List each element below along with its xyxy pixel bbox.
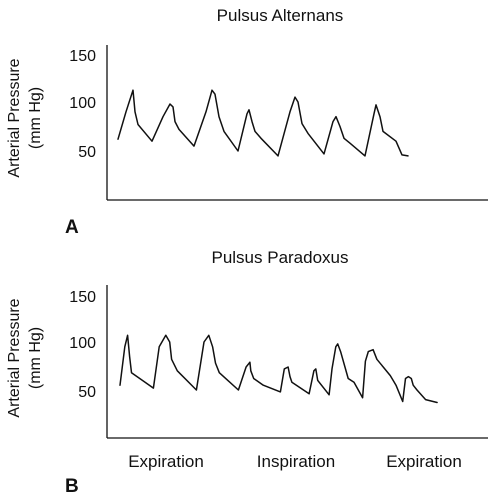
panel-b-ylabel-unit: (mm Hg) [27, 327, 44, 389]
panel-b-letter: B [65, 476, 79, 497]
panel-b-title: Pulsus Paradoxus [211, 248, 348, 267]
panel-a-title: Pulsus Alternans [217, 6, 344, 25]
phase-label-expiration-1: Expiration [128, 452, 204, 471]
phase-label-expiration-2: Expiration [386, 452, 462, 471]
panel-a-ytick-50: 50 [78, 144, 96, 161]
panel-b-ytick-50: 50 [78, 384, 96, 401]
panel-a: Pulsus Alternans Arterial Pressure (mm H… [6, 6, 488, 238]
panel-b-ylabel: Arterial Pressure [6, 298, 23, 417]
panel-b-pressure-trace [119, 334, 438, 404]
panel-a-ytick-150: 150 [69, 48, 96, 65]
phase-label-inspiration: Inspiration [257, 452, 335, 471]
panel-a-pressure-trace [117, 89, 409, 157]
panel-b-ytick-100: 100 [69, 335, 96, 352]
panel-b-ytick-150: 150 [69, 289, 96, 306]
panel-a-ytick-100: 100 [69, 95, 96, 112]
panel-a-letter: A [65, 217, 79, 238]
panel-a-ylabel: Arterial Pressure [6, 58, 23, 177]
panel-b: Pulsus Paradoxus Arterial Pressure (mm H… [6, 248, 488, 497]
panel-a-ylabel-unit: (mm Hg) [27, 87, 44, 149]
